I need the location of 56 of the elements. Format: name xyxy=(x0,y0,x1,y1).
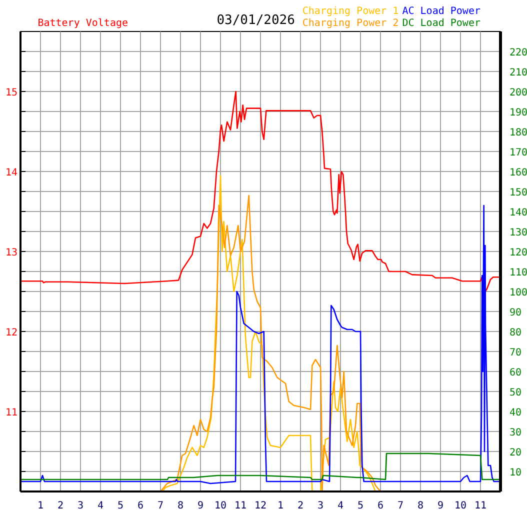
y2-tick-label: 70 xyxy=(510,348,522,358)
x-tick-label: 4 xyxy=(337,500,344,510)
x-tick-label: 6 xyxy=(377,500,384,510)
y2-tick-label: 120 xyxy=(510,248,527,258)
y2-tick-label: 140 xyxy=(510,208,527,218)
y2-tick-label: 170 xyxy=(510,148,527,158)
y2-tick-label: 210 xyxy=(510,68,527,78)
y2-tick-label: 60 xyxy=(510,368,522,378)
y2-tick-label: 80 xyxy=(510,328,522,338)
x-tick-label: 8 xyxy=(177,500,184,510)
x-tick-label: 6 xyxy=(137,500,144,510)
y2-tick-label: 200 xyxy=(510,88,527,98)
y2-tick-label: 20 xyxy=(510,448,522,458)
x-tick-label: 10 xyxy=(214,500,227,510)
x-tick-label: 4 xyxy=(97,500,104,510)
x-tick-label: 2 xyxy=(57,500,64,510)
x-tick-label: 9 xyxy=(437,500,444,510)
y2-tick-label: 40 xyxy=(510,408,522,418)
y2-tick-label: 50 xyxy=(510,388,522,398)
y2-tick-label: 160 xyxy=(510,168,527,178)
text: Charging Power 2 xyxy=(302,18,399,29)
x-tick-label: 7 xyxy=(397,500,404,510)
x-tick-label: 11 xyxy=(234,500,247,510)
y2-tick-label: 10 xyxy=(510,468,522,478)
y2-tick-label: 30 xyxy=(510,428,522,438)
x-tick-label: 5 xyxy=(357,500,364,510)
y-tick-label: 13 xyxy=(5,248,18,258)
x-tick-label: 1 xyxy=(277,500,284,510)
y-tick-label: 14 xyxy=(5,168,18,178)
y2-tick-label: 220 xyxy=(510,48,527,58)
text: AC Load Power xyxy=(402,6,481,17)
x-tick-label: 11 xyxy=(474,500,487,510)
text: Charging Power 1 xyxy=(302,6,399,17)
text: DC Load Power xyxy=(402,18,481,29)
y2-tick-label: 150 xyxy=(510,188,527,198)
chart-title: 03/01/2026 xyxy=(216,13,295,28)
y2-tick-label: 100 xyxy=(510,288,527,298)
x-tick-label: 2 xyxy=(297,500,304,510)
x-tick-label: 9 xyxy=(197,500,204,510)
y-tick-label: 12 xyxy=(5,328,18,338)
y2-tick-label: 130 xyxy=(510,228,527,238)
x-tick-label: 7 xyxy=(157,500,164,510)
y2-tick-label: 180 xyxy=(510,128,527,138)
x-tick-label: 3 xyxy=(317,500,324,510)
y2-tick-label: 110 xyxy=(510,268,527,278)
x-tick-label: 5 xyxy=(117,500,124,510)
y-tick-label: 11 xyxy=(5,408,18,418)
y-axis-title: Battery Voltage xyxy=(38,18,128,29)
y2-tick-label: 190 xyxy=(510,108,527,118)
y-tick-label: 15 xyxy=(5,88,18,98)
y2-tick-label: 90 xyxy=(510,308,522,318)
x-tick-label: 8 xyxy=(417,500,424,510)
x-tick-label: 3 xyxy=(77,500,84,510)
x-tick-label: 10 xyxy=(454,500,467,510)
x-tick-label: 1 xyxy=(37,500,44,510)
x-tick-label: 12 xyxy=(254,500,267,510)
